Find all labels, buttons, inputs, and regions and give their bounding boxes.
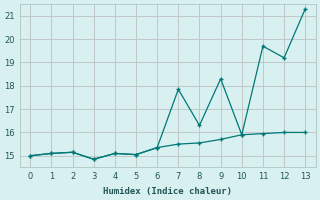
X-axis label: Humidex (Indice chaleur): Humidex (Indice chaleur) xyxy=(103,187,232,196)
